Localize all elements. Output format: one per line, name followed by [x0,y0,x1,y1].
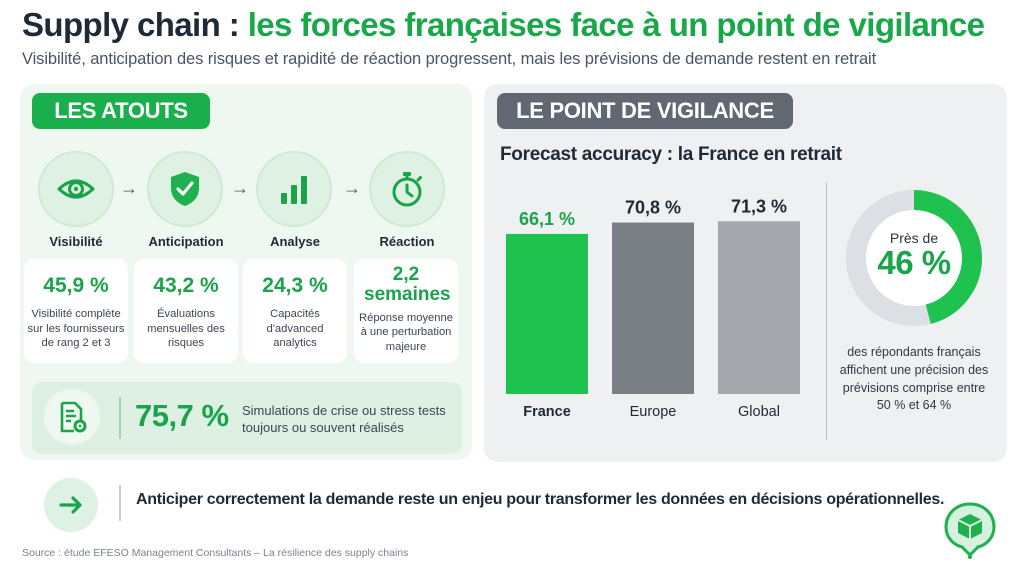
stat-desc: Visibilité complète sur les fournisseurs… [27,308,125,350]
simulation-value: 75,7 % [135,398,229,433]
category-label: Europe [630,404,677,420]
bar-chart-icon [256,151,332,227]
bar-value-label: 66,1 % [519,209,575,229]
stat-desc: Évaluations mensuelles des risques [147,308,225,350]
stat-card-analyse: 24,3 % Capacités d'advanced analytics [243,259,347,363]
bar-value-label: 70,8 % [625,198,681,218]
bar-france [506,233,588,394]
forecast-bar-chart: 66,1 % France 70,8 % Europe 71,3 % Global [506,196,800,420]
simulation-desc: Simulations de crise ou stress tests tou… [242,403,446,435]
stopwatch-icon [369,151,445,227]
stat-value: 24,3 % [262,274,328,297]
eye-icon [38,151,114,227]
step-arrow-1: → [120,178,138,198]
stat-value: 43,2 % [153,274,219,297]
conclusion-separator [119,485,121,521]
atouts-badge: LES ATOUTS [32,93,210,129]
step-label-analyse: Analyse [270,234,320,249]
page-title: Supply chain : les forces françaises fac… [22,6,985,44]
stat-card-reaction: 2,2 semaines Réponse moyenne à une pertu… [354,259,458,363]
step-label-anticipation: Anticipation [148,234,224,249]
donut-description: des répondants français affichent une pr… [839,345,989,413]
bar-value-label: 71,3 % [731,196,787,216]
vertical-separator [826,182,827,440]
stat-desc: Capacités d'advanced analytics [266,308,324,350]
cube-wifi-logo-icon [944,502,996,559]
shield-check-icon [147,151,223,227]
title-part-2: les forces françaises face à un point de… [247,6,985,43]
stat-value: 2,2 semaines [364,264,451,305]
page-subtitle: Visibilité, anticipation des risques et … [22,50,877,68]
step-label-visibilite: Visibilité [49,234,103,249]
vigilance-badge: LE POINT DE VIGILANCE [497,93,793,129]
bar-global [718,221,800,394]
donut-center: Près de 46 % [844,188,984,328]
step-arrow-3: → [343,178,361,198]
simulation-box [32,382,462,454]
chart-title: Forecast accuracy : la France en retrait [500,144,842,165]
donut-prefix: Près de [889,229,939,246]
conclusion-text: Anticiper correctement la demande reste … [136,491,945,508]
stat-card-anticipation: 43,2 % Évaluations mensuelles des risque… [134,259,238,363]
arrow-right-icon [44,478,98,532]
step-label-reaction: Réaction [379,234,435,249]
donut-chart [846,190,982,326]
category-label: Global [738,404,780,420]
donut-arc [846,190,982,326]
step-arrow-2: → [231,178,249,198]
simulation-separator [119,397,121,439]
stat-value: 45,9 % [43,274,109,297]
bar-europe [612,222,694,394]
source-note: Source : étude EFESO Management Consulta… [22,547,409,559]
document-gear-icon [44,389,100,445]
stat-card-visibilite: 45,9 % Visibilité complète sur les fourn… [24,259,128,363]
donut-value: 46 % [877,243,951,281]
stat-desc: Réponse moyenne à une perturbation majeu… [359,311,453,353]
category-label: France [523,404,571,420]
title-part-1: Supply chain : [22,6,240,43]
